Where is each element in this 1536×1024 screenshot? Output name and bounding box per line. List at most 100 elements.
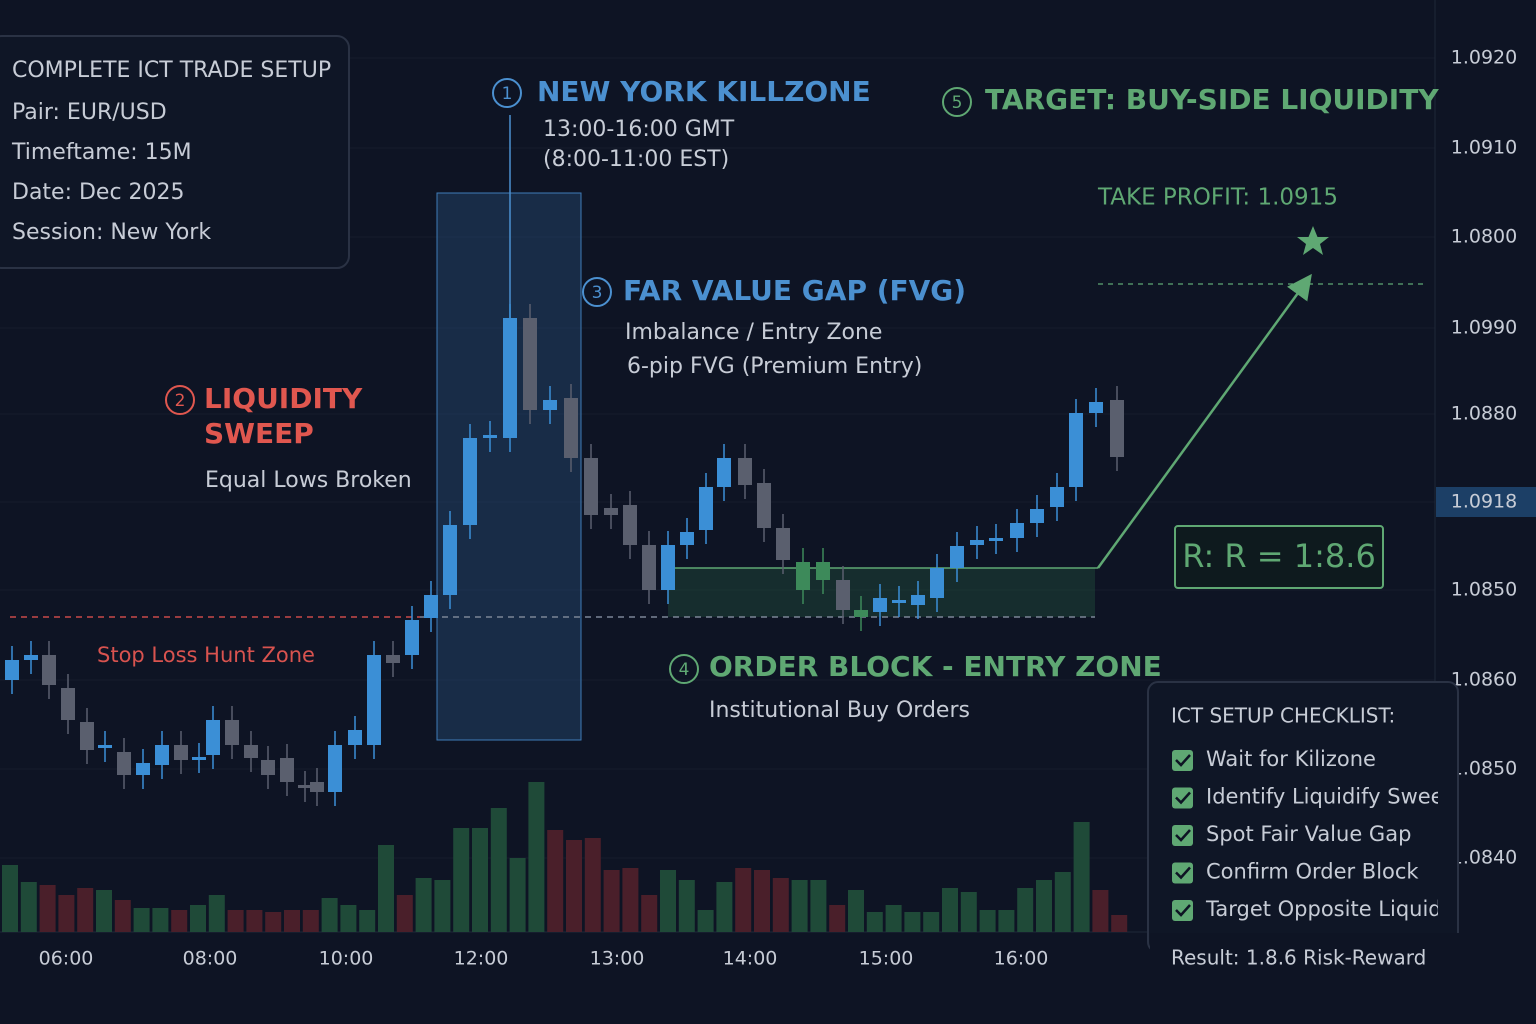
candle-body xyxy=(930,568,944,598)
step-badge xyxy=(942,87,972,117)
time-label: 06:00 xyxy=(39,948,94,970)
result: Result: 1.8.6 Risk-Reward xyxy=(1171,946,1426,970)
step-number: 3 xyxy=(592,283,603,303)
step-badge xyxy=(165,385,195,415)
volume-bar xyxy=(39,885,56,932)
volume-bar xyxy=(133,908,150,932)
price-label: 1.0860 xyxy=(1451,669,1517,691)
candle-body xyxy=(1050,487,1064,507)
candle-body xyxy=(873,598,887,612)
candle-body xyxy=(298,785,312,788)
volume-bar xyxy=(434,880,451,932)
time-label: 12:00 xyxy=(454,948,509,970)
candle-body xyxy=(367,655,381,745)
volume-bar xyxy=(246,910,263,932)
target-star xyxy=(1297,226,1329,255)
candle-body xyxy=(1010,523,1024,538)
volume-bar xyxy=(321,898,338,932)
candle-body xyxy=(244,745,258,758)
volume-bar xyxy=(378,845,394,932)
candle-body xyxy=(1110,400,1124,457)
price-label: 1.0880 xyxy=(1451,403,1517,425)
current-price-tag xyxy=(1436,487,1536,517)
candle-body xyxy=(911,595,925,605)
volume-bar xyxy=(810,880,827,932)
candle-body xyxy=(98,745,112,748)
volume-bar xyxy=(829,905,846,932)
price-axis: 1.0920 1.0910 1.0800 1.0990 1.0880 1.0918 1.08… xyxy=(1451,47,1517,869)
volume-bar xyxy=(114,900,131,932)
risk-reward: R: R = 1:8.6 xyxy=(1182,537,1376,575)
price-label: 1.0918 xyxy=(1451,491,1517,513)
volume-bar xyxy=(302,910,319,932)
step-number: 1 xyxy=(502,84,513,104)
volume-bar xyxy=(1036,880,1052,932)
price-label: 1.0990 xyxy=(1451,317,1517,339)
candle-body xyxy=(1089,402,1103,413)
candle-body xyxy=(155,745,169,765)
checklist-item: Wait for Kilizone xyxy=(1206,747,1376,771)
candle-body xyxy=(136,763,150,775)
candle-body xyxy=(225,720,239,745)
candle-body xyxy=(757,483,771,528)
time-label: 13:00 xyxy=(590,948,645,970)
checklist-item: Identify Liquidify Swee xyxy=(1206,785,1444,809)
stop-loss-label: Stop Loss Hunt Zone xyxy=(97,643,315,667)
info-line: Pair: EUR/USD xyxy=(12,100,167,125)
candle-body xyxy=(310,782,324,792)
candle-body xyxy=(261,760,275,775)
candle-body xyxy=(796,562,810,590)
price-label: 1.0910 xyxy=(1451,137,1517,159)
volume-bar xyxy=(208,895,225,932)
volume-bar xyxy=(772,878,789,932)
checkbox xyxy=(1172,862,1193,884)
volume-bar xyxy=(904,912,921,932)
volume-bar xyxy=(641,895,658,932)
volume-bar xyxy=(678,880,695,932)
candle-body xyxy=(699,487,713,530)
time-axis: 06:00 08:00 10:00 12:00 13:00 14:00 15:00 16:00 xyxy=(39,948,1049,970)
step-badge xyxy=(582,277,612,307)
volume-bar xyxy=(340,905,357,932)
volume-bar xyxy=(885,905,902,932)
fvg-line: Imbalance / Entry Zone xyxy=(625,320,882,345)
checklist-items: Wait for Kilizone Identify Liquidify Swee… xyxy=(1172,747,1468,921)
candle-body xyxy=(1069,413,1083,487)
candle-body xyxy=(970,540,984,545)
step-badge xyxy=(492,78,522,108)
candle-body xyxy=(174,745,188,760)
volume-bar xyxy=(566,840,582,932)
candle-body xyxy=(206,720,220,755)
volume-bar xyxy=(1111,915,1128,932)
sweep-title: SWEEP xyxy=(204,417,314,450)
candle-body xyxy=(623,505,637,545)
take-profit-label: TAKE PROFIT: 1.0915 xyxy=(1097,185,1338,211)
volume-bar xyxy=(227,910,244,932)
volume-bar xyxy=(20,882,37,932)
volume-bar xyxy=(923,912,940,932)
volume-bar xyxy=(490,808,507,932)
volume-bar xyxy=(509,858,526,932)
step-number: 5 xyxy=(952,93,963,113)
candles xyxy=(5,304,1124,806)
result-bg xyxy=(1150,933,1536,1024)
volume-bar xyxy=(979,910,996,932)
volume-bar xyxy=(754,870,770,932)
price-label: 1.0850 xyxy=(1451,579,1517,601)
killzone-title: NEW YORK KILLZONE xyxy=(537,75,871,108)
volume-bar xyxy=(265,912,282,932)
volume-bar xyxy=(697,910,714,932)
candle-body xyxy=(717,458,731,487)
volume-bar xyxy=(58,895,75,932)
volume-bar xyxy=(735,868,752,932)
volume-bar xyxy=(866,912,883,932)
checklist-item: Target Opposite Liquidity xyxy=(1205,897,1468,921)
volume-bar xyxy=(998,910,1015,932)
volume-bar xyxy=(359,910,376,932)
candle-body xyxy=(328,745,342,792)
checkmark xyxy=(1175,904,1191,917)
volume-bar xyxy=(547,830,564,932)
checklist-item: Confirm Order Block xyxy=(1206,860,1419,884)
info-line: Timeftame: 15M xyxy=(11,140,192,165)
price-label: 1.0850 xyxy=(1451,758,1517,780)
